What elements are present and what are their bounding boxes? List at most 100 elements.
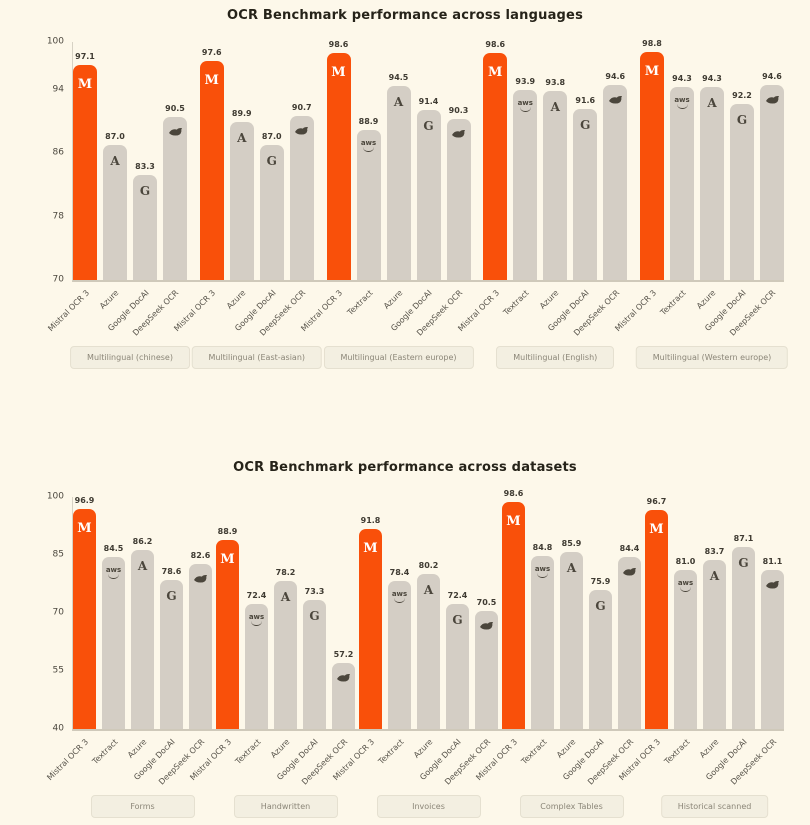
x-tick-label: Mistral OCR 3 [456, 288, 501, 334]
aws-textract-icon: aws [670, 97, 694, 110]
bar-value-label: 97.6 [201, 48, 222, 58]
bar-mistral-ocr-3: M [73, 65, 97, 280]
bar-column: M 91.8 Mistral OCR 3 [331, 497, 382, 782]
group-label: Multilingual (Western europe) [635, 346, 789, 369]
bar-textract: aws [670, 87, 694, 280]
bar-value-label: 78.6 [161, 566, 182, 576]
bar-group-historical-scanned: M 96.7 Mistral OCR 3 aws 81.0 Textract A 83.7 Az… [617, 497, 784, 818]
bar-column: G 87.0 Google DocAI [233, 42, 284, 333]
bar-value-label: 72.4 [447, 590, 468, 600]
bar-value-label: 84.8 [532, 542, 553, 552]
bar-value-label: 78.4 [389, 567, 410, 577]
bar-column: 90.5 DeepSeek OCR [131, 42, 187, 338]
bar-value-label: 98.6 [328, 40, 349, 50]
bar-group-handwritten: M 88.9 Mistral OCR 3 aws 72.4 Textract A 78.2 Az… [188, 497, 355, 818]
group-label: Multilingual (English) [496, 346, 615, 369]
bar-google-docai: G [732, 546, 755, 729]
x-tick-label: Azure [125, 737, 149, 760]
chart-title: OCR Benchmark performance across languag… [226, 8, 584, 23]
azure-icon: A [280, 590, 291, 605]
aws-textract-icon: aws [357, 140, 381, 153]
aws-textract-icon: aws [531, 565, 554, 578]
aws-textract-icon: aws [388, 590, 411, 603]
bar-column: G 91.4 Google DocAI [390, 42, 441, 333]
bar-value-label: 86.2 [132, 537, 153, 547]
bar-group-multilingual-eastern-europe: M 98.6 Mistral OCR 3 aws 88.9 Textract A 94.5 Az… [299, 40, 474, 369]
x-tick-label: Textract [345, 288, 375, 318]
bar-value-label: 87.1 [733, 533, 754, 543]
google-docai-icon: G [452, 612, 463, 627]
bar-column: G 92.2 Google DocAI [703, 42, 754, 333]
bar-group-forms: M 96.9 Mistral OCR 3 aws 84.5 Textract A 86.2 Az… [45, 497, 212, 818]
bar-deepseek-ocr [446, 118, 471, 280]
x-tick-label: Textract [90, 737, 120, 767]
google-docai-icon: G [139, 183, 151, 198]
bar-azure: A [131, 550, 154, 729]
bar-column: G 87.1 Google DocAI [705, 497, 755, 782]
bar-column: M 98.8 Mistral OCR 3 [613, 38, 664, 333]
bar-value-label: 87.0 [261, 132, 282, 142]
azure-icon: A [393, 94, 404, 109]
y-axis-tick-label: 78 [52, 211, 64, 222]
bar-column: M 98.6 Mistral OCR 3 [474, 490, 525, 782]
google-docai-icon: G [580, 117, 591, 132]
bar-column: A 80.2 Azure [412, 497, 440, 760]
bar-column: aws 81.0 Textract [662, 497, 697, 766]
bar-deepseek-ocr [289, 115, 314, 280]
azure-icon: A [550, 100, 560, 115]
bar-deepseek-ocr [189, 564, 212, 729]
x-tick-label: Mistral OCR 3 [299, 288, 345, 334]
mistral-logo-icon: M [644, 63, 660, 79]
bar-column: 84.4 DeepSeek OCR [586, 497, 641, 787]
x-tick-label: Mistral OCR 3 [45, 288, 91, 334]
bar-textract: aws [513, 90, 538, 280]
bar-column: 90.3 DeepSeek OCR [415, 42, 471, 338]
bar-column: A 86.2 Azure [126, 497, 154, 760]
bar-value-label: 82.6 [190, 551, 211, 561]
x-tick-label: Azure [224, 288, 248, 311]
mistral-logo-icon: M [363, 540, 378, 556]
bar-value-label: 81.1 [762, 557, 783, 567]
x-tick-label: Azure [411, 737, 435, 760]
bar-group-complex-tables: M 98.6 Mistral OCR 3 aws 84.8 Textract A 85.9 Az… [474, 490, 641, 818]
mistral-logo-icon: M [649, 521, 664, 537]
bar-value-label: 94.3 [672, 74, 692, 84]
bar-column: A 93.8 Azure [538, 42, 568, 311]
bar-textract: aws [245, 603, 268, 729]
x-tick-label: Azure [554, 737, 578, 760]
bar-deepseek-ocr [603, 84, 628, 280]
bar-deepseek-ocr [618, 557, 641, 729]
bar-column: aws 88.9 Textract [345, 42, 381, 317]
x-tick-label: Mistral OCR 3 [172, 288, 218, 334]
group-label: Complex Tables [519, 795, 624, 818]
bar-column: A 94.3 Azure [695, 42, 724, 311]
bar-value-label: 88.9 [217, 526, 238, 536]
aws-textract-icon: aws [674, 580, 697, 593]
bar-textract: aws [356, 130, 381, 280]
bar-google-docai: G [259, 145, 284, 280]
google-docai-icon: G [736, 112, 748, 127]
x-tick-label: Textract [376, 737, 406, 767]
bar-value-label: 83.7 [704, 547, 725, 557]
x-tick-label: Azure [695, 288, 718, 311]
bar-value-label: 98.6 [503, 489, 524, 499]
bar-value-label: 98.8 [642, 38, 662, 48]
deepseek-whale-icon [618, 567, 641, 577]
bar-value-label: 91.4 [418, 97, 439, 107]
bar-column: M 88.9 Mistral OCR 3 [188, 497, 239, 782]
mistral-logo-icon: M [488, 65, 503, 81]
bar-value-label: 73.3 [304, 587, 325, 597]
bar-mistral-ocr-3: M [199, 61, 224, 280]
bar-deepseek-ocr [761, 570, 784, 729]
bar-column: M 96.9 Mistral OCR 3 [45, 497, 96, 782]
mistral-logo-icon: M [220, 551, 235, 567]
google-docai-icon: G [166, 588, 177, 603]
bar-textract: aws [388, 580, 411, 729]
bar-column: G 75.9 Google DocAI [562, 497, 612, 782]
bar-azure: A [103, 145, 127, 280]
bar-column: M 97.1 Mistral OCR 3 [46, 42, 97, 333]
bar-column: A 85.9 Azure [555, 497, 583, 760]
y-axis-tick-label: 86 [52, 147, 64, 158]
group-label: Invoices [376, 795, 481, 818]
deepseek-whale-icon [760, 95, 784, 105]
